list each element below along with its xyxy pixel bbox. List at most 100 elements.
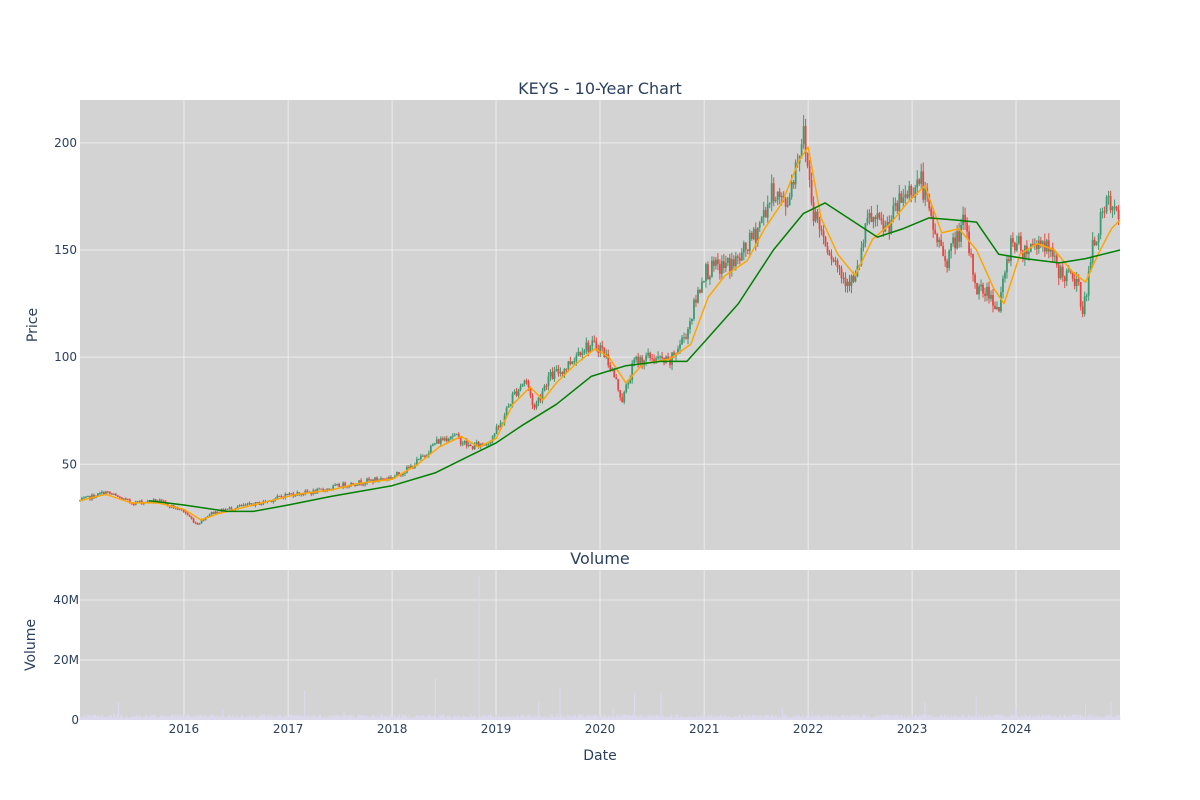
volume-bar xyxy=(226,717,228,720)
volume-bar xyxy=(684,717,686,720)
candle-body xyxy=(320,488,323,490)
candle-body xyxy=(328,488,331,490)
x-tick-label: 2022 xyxy=(793,722,824,736)
volume-bar xyxy=(627,715,629,720)
chart-title: KEYS - 10-Year Chart xyxy=(518,79,682,98)
volume-bar xyxy=(526,716,528,720)
volume-bar xyxy=(218,717,220,720)
volume-bar xyxy=(1009,717,1011,720)
candle-body xyxy=(228,507,231,509)
candle-body xyxy=(689,321,691,329)
volume-bar xyxy=(892,717,894,720)
volume-bar xyxy=(775,715,777,720)
volume-bar xyxy=(540,716,542,720)
candle-body xyxy=(942,245,945,257)
candle-body xyxy=(222,508,225,512)
volume-bar xyxy=(210,714,212,720)
volume-bar xyxy=(692,717,694,720)
volume-bar xyxy=(367,717,369,720)
volume-bar xyxy=(402,714,404,720)
volume-bar xyxy=(422,715,424,720)
volume-bar xyxy=(812,716,814,720)
volume-bar xyxy=(774,716,776,720)
volume-bar xyxy=(136,715,138,720)
x-tick-label: 2021 xyxy=(689,722,720,736)
candle-body xyxy=(966,222,968,232)
volume-bar xyxy=(789,717,791,720)
volume-bar xyxy=(1103,717,1105,720)
candle-body xyxy=(230,507,233,510)
candle-body xyxy=(613,368,616,378)
volume-bar xyxy=(885,716,887,720)
candle-body xyxy=(633,359,636,364)
candle-body xyxy=(587,342,590,353)
volume-bar xyxy=(683,716,685,720)
volume-bar xyxy=(1047,714,1049,720)
candle-body xyxy=(118,496,121,498)
volume-bar xyxy=(417,715,419,720)
volume-bar xyxy=(750,716,752,720)
volume-bar xyxy=(328,715,330,720)
volume-bar xyxy=(209,716,211,720)
volume-bar xyxy=(907,715,909,720)
volume-bar xyxy=(405,716,407,720)
volume-bar xyxy=(211,714,213,720)
volume-bar xyxy=(331,717,333,720)
volume-bar xyxy=(327,716,329,720)
volume-bar xyxy=(792,717,794,720)
candle-body xyxy=(820,229,823,232)
volume-bar xyxy=(880,717,882,720)
candle-body xyxy=(653,359,656,362)
candle-body xyxy=(445,438,448,442)
volume-bar xyxy=(657,715,659,720)
volume-bar xyxy=(534,718,536,720)
volume-bar xyxy=(459,715,461,720)
volume-bar xyxy=(707,714,709,720)
candle-body xyxy=(146,500,149,503)
candle-body xyxy=(212,511,215,514)
volume-bar xyxy=(979,714,981,720)
x-tick-label: 2023 xyxy=(897,722,928,736)
volume-bar xyxy=(437,717,439,720)
volume-bar xyxy=(264,714,266,720)
volume-bar xyxy=(627,715,629,720)
volume-bar xyxy=(959,716,961,720)
volume-bar xyxy=(1070,716,1072,720)
candle-body xyxy=(513,391,516,394)
volume-bar xyxy=(356,718,358,720)
volume-bar xyxy=(324,717,326,720)
candle-body xyxy=(475,442,478,445)
candle-body xyxy=(1099,212,1102,236)
candle-body xyxy=(250,503,253,505)
candle-body xyxy=(958,231,961,242)
volume-bar xyxy=(593,714,595,720)
candle-body xyxy=(760,217,763,223)
candle-body xyxy=(1075,279,1078,287)
volume-bar xyxy=(510,717,512,720)
price-axis-title: Price xyxy=(25,308,41,342)
candle-body xyxy=(948,250,951,269)
volume-bar xyxy=(110,716,112,720)
volume-bar xyxy=(1038,714,1040,720)
candle-body xyxy=(182,509,185,512)
candle-body xyxy=(226,508,229,510)
candle-body xyxy=(194,522,197,524)
volume-bar xyxy=(798,716,800,720)
volume-bar xyxy=(829,716,831,720)
volume-bar xyxy=(599,716,601,720)
volume-bar xyxy=(834,717,836,720)
candle-body xyxy=(808,165,811,181)
volume-bar xyxy=(263,714,265,720)
candle-body xyxy=(1079,282,1082,307)
volume-bar xyxy=(337,714,339,720)
volume-bar xyxy=(196,714,198,720)
volume-bar xyxy=(1020,715,1022,720)
candle-body xyxy=(443,438,446,441)
volume-bar xyxy=(445,717,447,720)
volume-bar xyxy=(672,718,674,720)
volume-bar xyxy=(719,716,721,720)
volume-bar xyxy=(977,717,979,720)
candle-body xyxy=(154,499,157,502)
candle-body xyxy=(116,495,119,497)
volume-bar xyxy=(932,717,934,720)
